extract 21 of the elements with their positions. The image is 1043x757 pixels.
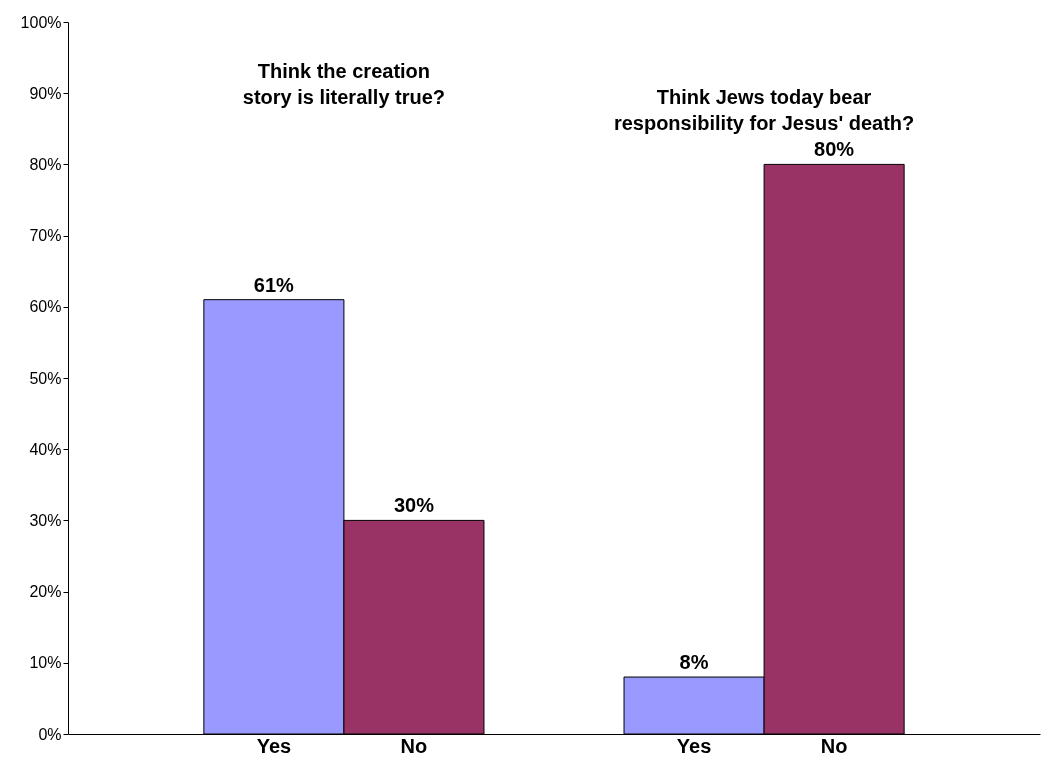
annotation: Think the creation story is literally true? <box>242 60 446 108</box>
y-tick-label: 0% <box>38 725 62 743</box>
data-label: 30% <box>393 494 435 517</box>
y-tick-label: 100% <box>20 13 62 31</box>
x-tick-label: No <box>820 734 848 757</box>
data-label: 80% <box>814 138 855 161</box>
y-tick-label: 50% <box>29 369 62 387</box>
data-label: 61% <box>253 273 295 296</box>
y-tick-label: 20% <box>29 583 62 601</box>
y-tick-label: 10% <box>29 654 62 672</box>
y-tick-label: 90% <box>29 84 62 102</box>
x-tick-label: Yes <box>676 734 712 757</box>
annotation: Think Jews today bear responsibility for Jesus' death? <box>613 86 915 134</box>
y-tick-label: 40% <box>29 440 62 458</box>
data-label: 8% <box>679 651 709 674</box>
y-tick-label: 60% <box>29 298 62 316</box>
y-tick-label: 70% <box>29 227 62 245</box>
x-tick-label: No <box>400 734 428 757</box>
y-tick-label: 30% <box>29 511 62 529</box>
y-tick-label: 80% <box>29 155 62 173</box>
x-tick-label: Yes <box>256 734 292 757</box>
